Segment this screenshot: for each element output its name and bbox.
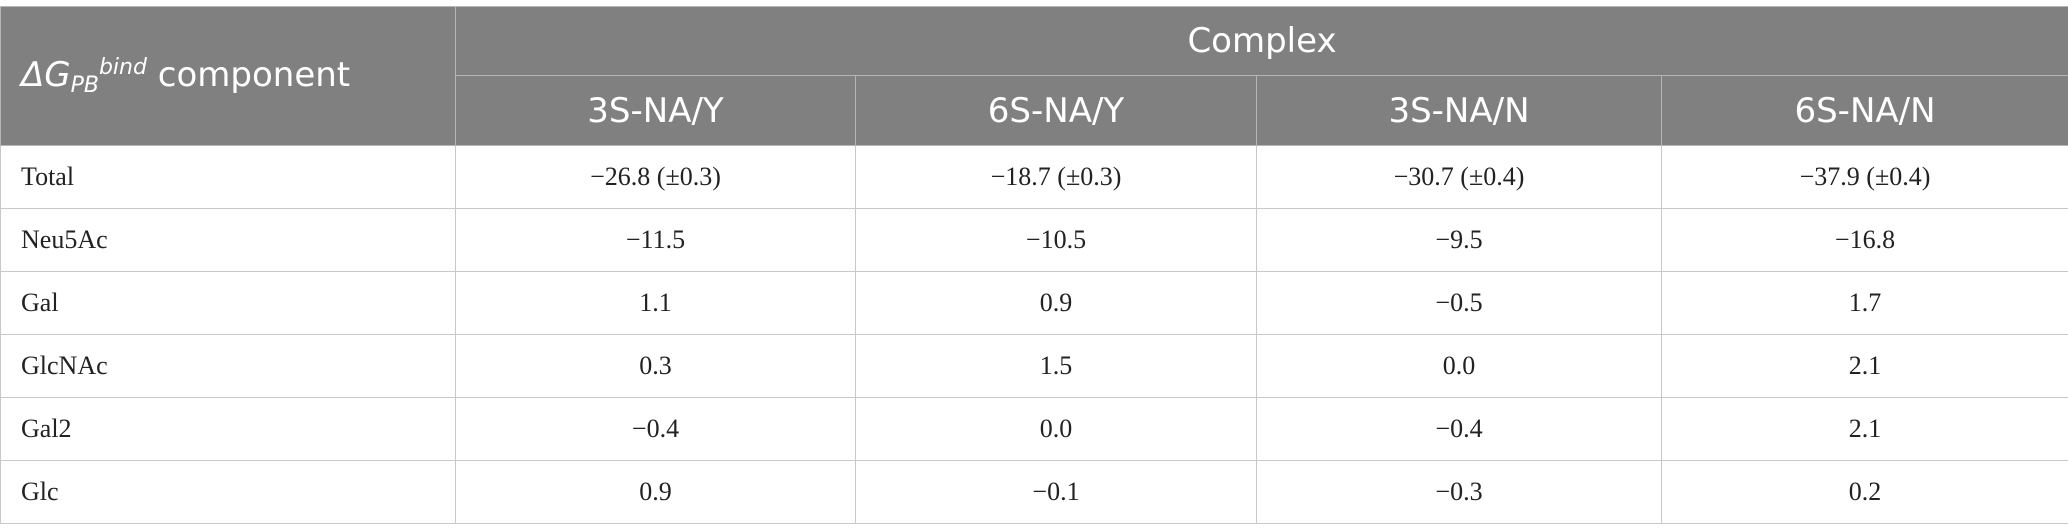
row-label: Gal2 bbox=[0, 397, 456, 461]
row-label: Neu5Ac bbox=[0, 208, 456, 272]
table-row: Gal 1.1 0.9 −0.5 1.7 bbox=[0, 271, 2068, 335]
superscript: bind bbox=[98, 54, 147, 80]
cell: −0.3 bbox=[1256, 460, 1662, 524]
cell: −16.8 bbox=[1660, 208, 2068, 272]
cell: 0.3 bbox=[455, 334, 856, 398]
table-row: Neu5Ac −11.5 −10.5 −9.5 −16.8 bbox=[0, 208, 2068, 272]
table-row: Gal2 −0.4 0.0 −0.4 2.1 bbox=[0, 397, 2068, 461]
cell: 0.9 bbox=[455, 460, 856, 524]
cell: −11.5 bbox=[455, 208, 856, 272]
corner-text: component bbox=[157, 54, 351, 95]
cell: 1.7 bbox=[1660, 271, 2068, 335]
cell: −0.4 bbox=[455, 397, 856, 461]
cell: 1.1 bbox=[455, 271, 856, 335]
cell: 0.0 bbox=[1256, 334, 1662, 398]
column-header-row: 3S-NA/Y 6S-NA/Y 3S-NA/N 6S-NA/N bbox=[1, 75, 2068, 146]
table-body: Total −26.8 (±0.3) −18.7 (±0.3) −30.7 (±0.4… bbox=[0, 145, 2068, 524]
cell: −10.5 bbox=[855, 208, 1257, 272]
cell: 1.5 bbox=[855, 334, 1257, 398]
cell: 2.1 bbox=[1660, 334, 2068, 398]
cell: −0.4 bbox=[1256, 397, 1662, 461]
column-header: 3S-NA/Y bbox=[455, 75, 856, 146]
table: ΔGPBbind component Complex 3S-NA/Y 6S-NA/… bbox=[0, 6, 2068, 524]
cell: −18.7 (±0.3) bbox=[855, 145, 1257, 209]
symbol: ΔG bbox=[21, 54, 71, 95]
row-label: GlcNAc bbox=[0, 334, 456, 398]
cell: −0.1 bbox=[855, 460, 1257, 524]
row-label: Glc bbox=[0, 460, 456, 524]
cell: 0.9 bbox=[855, 271, 1257, 335]
row-label: Gal bbox=[0, 271, 456, 335]
cell: −0.5 bbox=[1256, 271, 1662, 335]
cell: 2.1 bbox=[1660, 397, 2068, 461]
subscript: PB bbox=[70, 72, 99, 98]
row-label: Total bbox=[0, 145, 456, 209]
cell: −9.5 bbox=[1256, 208, 1662, 272]
cell: 0.2 bbox=[1660, 460, 2068, 524]
column-header: 6S-NA/Y bbox=[855, 75, 1257, 146]
cell: 0.0 bbox=[855, 397, 1257, 461]
column-header: 6S-NA/N bbox=[1660, 75, 2068, 146]
cell: −26.8 (±0.3) bbox=[455, 145, 856, 209]
corner-header: ΔGPBbind component bbox=[0, 6, 456, 146]
cell: −37.9 (±0.4) bbox=[1660, 145, 2068, 209]
cell: −30.7 (±0.4) bbox=[1256, 145, 1662, 209]
table-row: Glc 0.9 −0.1 −0.3 0.2 bbox=[0, 460, 2068, 524]
table-row: Total −26.8 (±0.3) −18.7 (±0.3) −30.7 (±0.4… bbox=[0, 145, 2068, 209]
table-row: GlcNAc 0.3 1.5 0.0 2.1 bbox=[0, 334, 2068, 398]
group-header: Complex bbox=[454, 6, 2068, 76]
column-header: 3S-NA/N bbox=[1256, 75, 1662, 146]
